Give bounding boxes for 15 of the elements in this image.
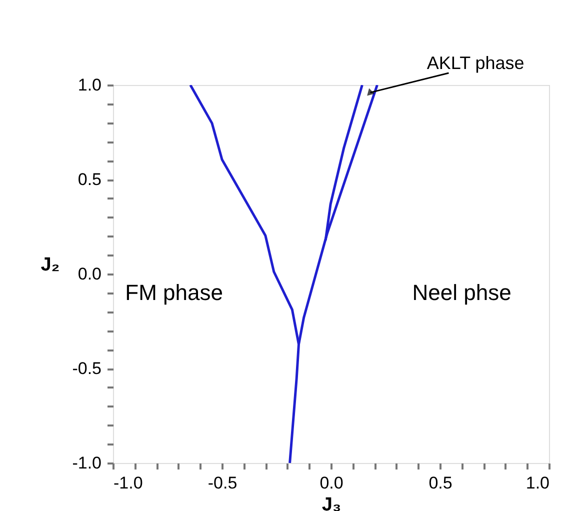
x-tick-label: 1.0 xyxy=(526,474,550,492)
x-tick-label: 0.5 xyxy=(428,474,452,492)
x-tick-label: 0.0 xyxy=(320,474,344,492)
y-axis-title: J₂ xyxy=(40,254,60,276)
x-tick-label: -1.0 xyxy=(114,474,143,492)
annotation: AKLT phase xyxy=(426,53,524,73)
y-tick-label: -0.5 xyxy=(72,359,102,378)
annotation: FM phase xyxy=(125,280,223,305)
x-axis-title: J₃ xyxy=(322,494,342,511)
y-tick-label: 0.5 xyxy=(78,170,102,189)
y-tick-label: 1.0 xyxy=(78,76,102,94)
y-tick-label: 0.0 xyxy=(78,264,102,284)
annotation: Neel phse xyxy=(412,280,512,305)
y-tick-label: -1.0 xyxy=(72,454,102,472)
x-tick-label: -0.5 xyxy=(208,474,238,492)
